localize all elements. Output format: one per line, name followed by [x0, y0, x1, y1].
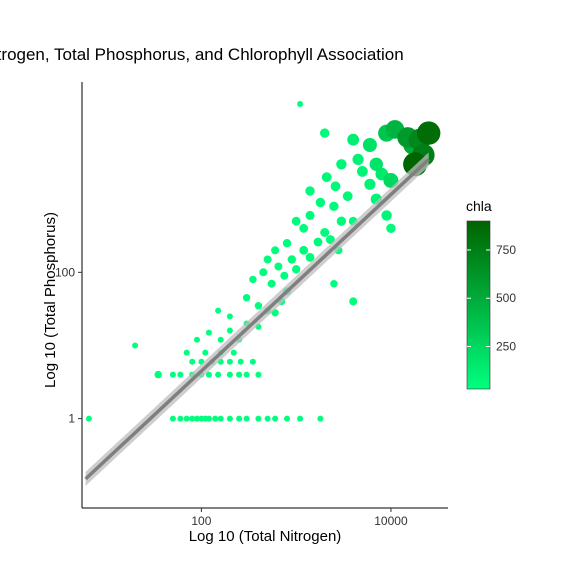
data-point	[183, 349, 190, 356]
y-tick-label: 100	[55, 265, 75, 279]
data-point	[189, 415, 196, 422]
data-point	[315, 197, 326, 208]
x-tick-label: 100	[191, 514, 211, 528]
data-point	[347, 133, 360, 146]
data-point	[226, 358, 233, 365]
data-point	[255, 371, 262, 378]
data-point	[205, 329, 212, 336]
data-point	[236, 415, 243, 422]
data-point	[336, 216, 347, 226]
legend-tick-label: 750	[496, 243, 516, 257]
data-point	[226, 327, 233, 334]
data-point	[287, 255, 296, 264]
data-point	[249, 275, 257, 284]
data-point	[274, 262, 283, 271]
data-point	[177, 415, 184, 422]
data-point	[336, 159, 347, 170]
data-point	[330, 181, 341, 192]
data-point	[272, 415, 279, 422]
data-point	[329, 201, 339, 211]
y-axis-title: Log 10 (Total Phosphorus)	[42, 212, 59, 388]
data-point	[226, 415, 233, 422]
data-point	[154, 370, 162, 379]
legend-tick-label: 500	[496, 291, 516, 305]
data-point	[381, 210, 392, 221]
data-point	[183, 415, 190, 422]
data-point	[202, 349, 209, 356]
data-point	[320, 228, 330, 237]
data-point	[284, 415, 290, 422]
data-point	[282, 239, 292, 248]
x-tick-label: 10000	[374, 514, 408, 528]
data-point	[297, 101, 304, 107]
data-point	[215, 371, 222, 378]
data-point	[342, 191, 353, 202]
data-point	[242, 294, 251, 302]
data-point	[205, 371, 212, 378]
legend: chla 250 500 750	[466, 198, 516, 390]
data-point	[217, 336, 224, 343]
data-point	[264, 415, 271, 422]
data-point	[254, 302, 263, 310]
data-point	[362, 138, 377, 152]
data-point	[271, 246, 280, 255]
data-point	[169, 371, 176, 378]
data-point	[317, 415, 324, 422]
data-point	[177, 371, 184, 378]
data-point	[230, 349, 237, 356]
data-point	[243, 371, 250, 378]
legend-title: chla	[466, 198, 492, 214]
data-point	[237, 358, 244, 365]
y-tick-label: 1	[68, 412, 75, 426]
data-point	[226, 313, 233, 320]
axes: 100 10000 1 100	[55, 82, 448, 528]
data-point	[189, 358, 196, 365]
data-point	[255, 415, 262, 422]
plot-area	[84, 101, 441, 486]
data-point	[305, 210, 315, 220]
data-point	[243, 415, 250, 422]
data-point	[313, 237, 323, 247]
data-point	[132, 342, 139, 349]
data-point	[267, 279, 276, 288]
data-point	[305, 186, 315, 196]
data-point	[212, 415, 219, 422]
data-point	[217, 415, 224, 422]
data-point	[352, 153, 364, 165]
data-point	[299, 223, 309, 233]
data-point	[297, 415, 304, 422]
data-point	[357, 166, 368, 177]
data-point	[330, 280, 338, 288]
data-point	[417, 121, 441, 145]
data-point	[259, 268, 268, 277]
data-point	[320, 128, 330, 138]
data-point	[226, 371, 233, 378]
data-point	[292, 265, 301, 274]
legend-colorbar	[466, 220, 491, 390]
data-point	[299, 245, 309, 255]
data-point	[321, 172, 332, 183]
data-point	[169, 415, 176, 422]
data-point	[364, 178, 376, 190]
data-point	[280, 271, 289, 280]
data-point	[249, 358, 256, 365]
legend-tick-label: 250	[496, 340, 516, 354]
data-point	[263, 255, 272, 264]
chart-title: Total Nitrogen, Total Phosphorus, and Ch…	[0, 45, 404, 64]
data-point	[369, 157, 383, 171]
trend-line	[84, 158, 430, 481]
data-point	[85, 415, 92, 422]
data-point	[236, 371, 243, 378]
data-point	[305, 253, 315, 262]
data-point	[291, 216, 301, 226]
data-point	[215, 307, 222, 314]
data-point	[194, 415, 200, 422]
data-point	[386, 223, 396, 233]
data-point	[349, 297, 358, 306]
data-point	[194, 336, 200, 343]
data-point	[205, 415, 212, 422]
x-axis-title: Log 10 (Total Nitrogen)	[189, 528, 342, 545]
